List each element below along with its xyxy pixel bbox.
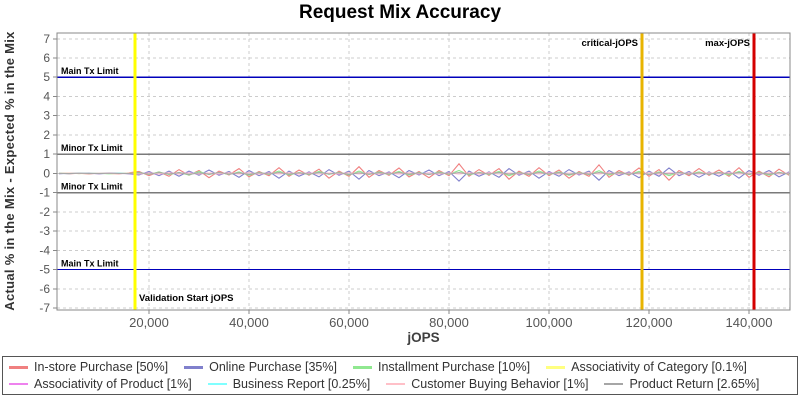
series-line-in-store-purchase-50 [58, 162, 790, 181]
y-tick-label: -2 [39, 205, 50, 219]
legend-item: Associativity of Category [0.1%] [546, 360, 747, 374]
y-tick-label: -3 [39, 224, 50, 238]
x-axis-title: jOPS [407, 330, 440, 345]
legend-item: In-store Purchase [50%] [9, 360, 168, 374]
legend-item-label: Customer Buying Behavior [1%] [411, 376, 589, 391]
y-tick-label: 6 [43, 51, 50, 65]
marker-line-label: critical-jOPS [582, 38, 639, 49]
marker-line-label: max-jOPS [705, 38, 750, 49]
marker-line-label: Validation Start jOPS [139, 293, 234, 304]
series-line-online-purchase-35 [58, 167, 790, 182]
limit-line-label: Minor Tx Limit [61, 182, 123, 192]
limit-line-label: Minor Tx Limit [61, 143, 123, 153]
series-line-product-return-2-65 [58, 171, 790, 175]
legend-color-swatch [386, 382, 406, 385]
legend-color-swatch [546, 366, 566, 369]
x-tick-label: 100,000 [526, 315, 573, 330]
legend-item-label: Business Report [0.25%] [232, 376, 371, 391]
legend-item-label: In-store Purchase [50%] [34, 360, 169, 375]
x-tick-label: 120,000 [626, 315, 673, 330]
legend-row-1: In-store Purchase [50%] Online Purchase [… [9, 360, 791, 374]
legend-row-2: Associativity of Product [1%] Business Re… [9, 377, 791, 391]
y-tick-label: -6 [39, 282, 50, 296]
legend-item: Installment Purchase [10%] [352, 360, 531, 375]
y-tick-label: 3 [43, 109, 50, 123]
legend-color-swatch [352, 366, 372, 369]
y-tick-label: -1 [39, 186, 50, 200]
legend-color-swatch [207, 382, 227, 385]
legend-item-label: Online Purchase [35%] [209, 360, 337, 375]
x-tick-label: 60,000 [329, 315, 369, 330]
x-tick-label: 140,000 [726, 315, 773, 330]
y-tick-label: 2 [43, 128, 50, 142]
legend-color-swatch [604, 382, 624, 385]
legend-item-label: Associativity of Category [0.1%] [571, 360, 747, 375]
y-tick-label: 1 [43, 147, 50, 161]
legend-color-swatch [9, 366, 28, 369]
chart-legend: In-store Purchase [50%] Online Purchase [… [2, 356, 798, 395]
y-tick-label: 0 [43, 166, 50, 180]
legend-item: Product Return [2.65%] [604, 377, 759, 391]
y-tick-label: -4 [39, 243, 50, 257]
legend-item: Customer Buying Behavior [1%] [386, 377, 588, 391]
legend-item-label: Product Return [2.65%] [629, 376, 760, 391]
plot-area [57, 33, 790, 310]
legend-item: Business Report [0.25%] [207, 376, 371, 391]
legend-item-label: Installment Purchase [10%] [377, 360, 531, 375]
legend-item: Associativity of Product [1%] [9, 377, 192, 391]
legend-item: Online Purchase [35%] [184, 360, 337, 374]
legend-color-swatch [184, 366, 204, 369]
legend-color-swatch [9, 382, 28, 385]
x-tick-label: 40,000 [229, 315, 269, 330]
legend-item-label: Associativity of Product [1%] [34, 376, 192, 391]
y-tick-label: 5 [43, 70, 50, 84]
chart-canvas: Main Tx Limit Minor Tx Limit Minor Tx Limi… [39, 32, 791, 330]
limit-line-label: Main Tx Limit [61, 66, 119, 76]
x-tick-label: 80,000 [429, 315, 469, 330]
x-tick-label: 20,000 [129, 315, 169, 330]
chart-title: Request Mix Accuracy [298, 2, 502, 23]
y-tick-label: 4 [43, 89, 50, 103]
y-tick-label: 7 [43, 32, 50, 46]
plot-border [56, 32, 791, 311]
y-tick-label: -5 [39, 263, 50, 277]
limit-line-label: Main Tx Limit [61, 259, 119, 269]
y-tick-label: -7 [39, 301, 50, 315]
